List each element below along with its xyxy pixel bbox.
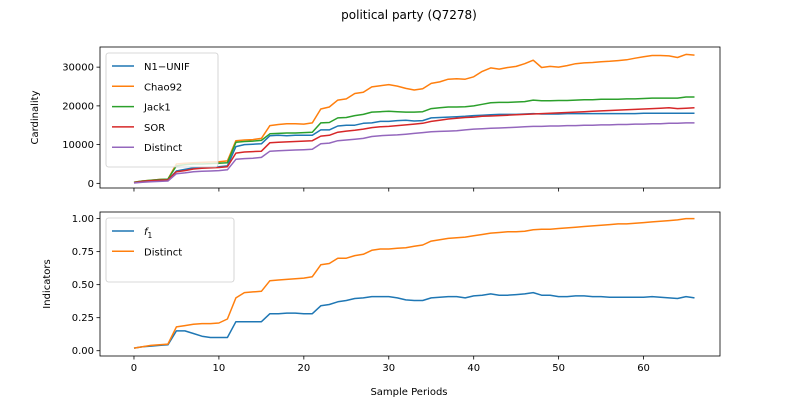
legend-label: Distinct [144, 247, 182, 258]
legend-label: Chao92 [144, 82, 182, 93]
legend-label: Distinct [144, 143, 182, 154]
x-tick-label: 10 [213, 363, 226, 374]
y-tick-label: 0.50 [72, 280, 94, 291]
series-line-1-0 [133, 291, 695, 349]
y-tick-label: 10000 [62, 140, 94, 151]
axes-frame [99, 211, 721, 357]
axes-frame [99, 46, 721, 189]
y-tick-label: 1.00 [72, 214, 94, 225]
legend: f1 Distinct [105, 217, 235, 283]
x-tick-label: 60 [637, 363, 650, 374]
x-tick-label: 30 [382, 363, 395, 374]
legend-label: f1 [144, 227, 153, 240]
x-axis-label: Sample Periods [370, 387, 447, 398]
legend: N1−UNIF Chao92 Jack1 SOR Distinct [105, 52, 219, 168]
y-axis-label: Cardinality [30, 90, 41, 144]
y-tick-label: 0.25 [72, 313, 94, 324]
y-tick-label: 20000 [62, 101, 94, 112]
y-tick-label: 30000 [62, 63, 94, 74]
legend-box [105, 217, 235, 283]
series-line-0-3 [133, 107, 695, 184]
series-line-0-4 [133, 122, 695, 184]
legend-box [105, 52, 219, 168]
x-tick-label: 50 [552, 363, 565, 374]
indicators-panel: 0 10 20 30 40 50 60 0.00 0.25 0.50 0.75 1.00 Indicat… [42, 211, 721, 374]
y-tick-label: 0.00 [72, 346, 94, 357]
series-line-0-2 [133, 96, 695, 183]
x-tick-label: 20 [297, 363, 310, 374]
x-tick-label: 0 [131, 363, 137, 374]
y-tick-label: 0 [88, 179, 94, 190]
chart-title: political party (Q7278) [341, 8, 477, 22]
y-tick-label: 0.75 [72, 247, 94, 258]
legend-label: SOR [144, 123, 165, 134]
cardinality-panel: 0 10000 20000 30000 Cardinality N1−UNIF Chao92… [30, 46, 721, 192]
legend-label: N1−UNIF [144, 62, 190, 73]
legend-label: Jack1 [143, 103, 171, 114]
y-axis-label: Indicators [42, 259, 53, 308]
x-tick-label: 40 [467, 363, 480, 374]
series-line-1-1 [133, 217, 695, 349]
